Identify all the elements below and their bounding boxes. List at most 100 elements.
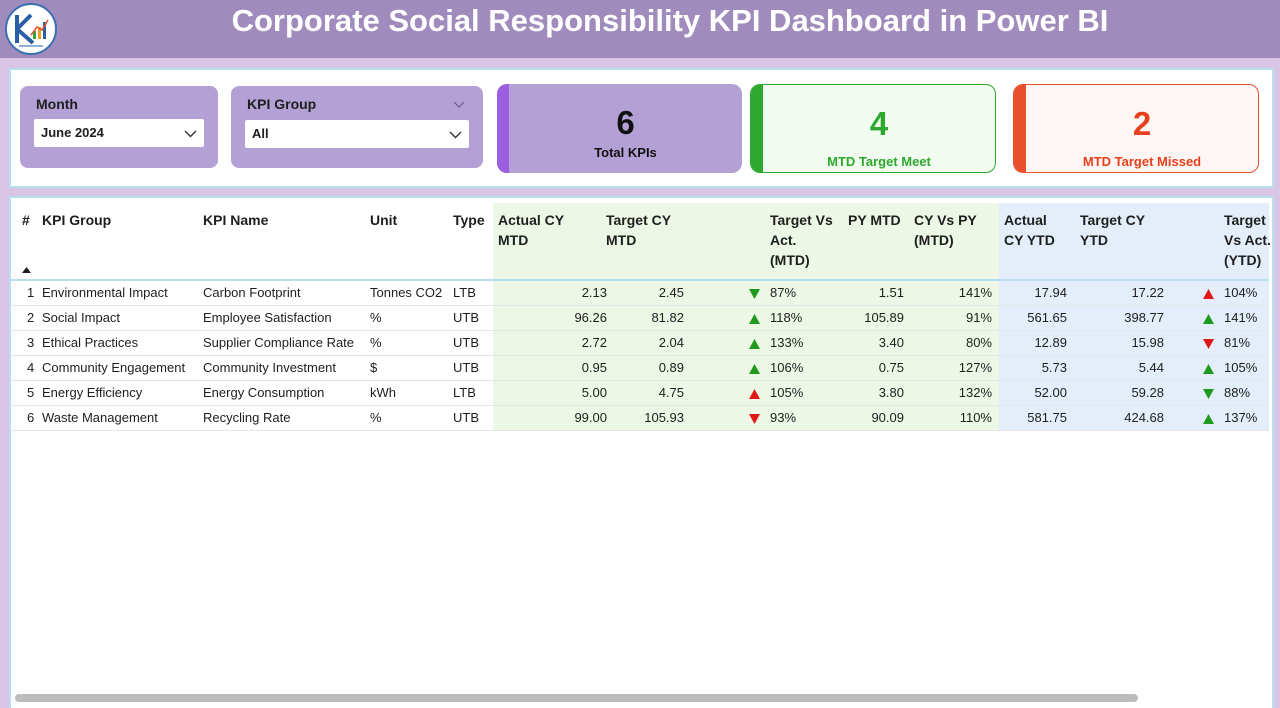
cell-kpi-group: Environmental Impact <box>42 285 168 300</box>
cell-num: 5 <box>27 385 35 400</box>
triangle-up-icon <box>1203 314 1214 324</box>
cell-type: UTB <box>453 360 479 375</box>
cell-actual-cy-mtd: 2.13 <box>581 285 607 300</box>
cell-num: 3 <box>27 335 35 350</box>
table-row[interactable]: 5 Energy Efficiency Energy Consumption kWh L… <box>11 381 1269 406</box>
month-dropdown[interactable]: June 2024 <box>34 119 204 147</box>
cell-unit: % <box>370 410 382 425</box>
cell-py-mtd: 3.80 <box>878 385 904 400</box>
month-dropdown-value: June 2024 <box>41 125 104 140</box>
cell-target-cy-mtd: 81.82 <box>651 310 684 325</box>
col-header-py-mtd[interactable]: PY MTD <box>848 212 901 228</box>
col-header-cy-vs-py-mtd[interactable]: CY Vs PY (MTD) <box>914 210 977 250</box>
col-header-target-cy-ytd[interactable]: Target CY YTD <box>1080 210 1145 250</box>
cell-num: 6 <box>27 410 35 425</box>
total-kpis-card: 6 Total KPIs <box>497 84 742 173</box>
table-row[interactable]: 2 Social Impact Employee Satisfaction% UTB 9… <box>11 306 1269 331</box>
cell-cy-vs-py-mtd: 91% <box>965 310 992 325</box>
col-header-actual-cy-ytd[interactable]: Actual CY YTD <box>1004 210 1055 250</box>
cell-cy-vs-py-mtd: 127% <box>958 360 992 375</box>
kpi-group-dropdown[interactable]: All <box>245 120 469 148</box>
mtd-target-meet-value: 4 <box>869 105 889 142</box>
col-header-target-vs-act-mtd[interactable]: Target Vs Act. (MTD) <box>770 210 833 270</box>
sort-ascending-icon[interactable] <box>22 267 31 273</box>
title-bar: Corporate Social Responsibility KPI Dash… <box>0 0 1280 58</box>
table-row[interactable]: 4 Community Engagement Community Investmen… <box>11 356 1269 381</box>
cell-kpi-name: Community Investment <box>203 360 336 375</box>
triangle-up-icon <box>749 339 760 349</box>
cell-target-cy-ytd: 15.98 <box>1131 335 1164 350</box>
cell-target-cy-mtd: 0.89 <box>658 360 684 375</box>
triangle-up-icon <box>1203 364 1214 374</box>
table-row[interactable]: 6 Waste Management Recycling Rate% UTB 99.00… <box>11 406 1269 431</box>
col-header-type[interactable]: Type <box>453 212 485 228</box>
header-line: Vs Act. <box>1224 232 1271 248</box>
total-kpis-value: 6 <box>616 104 635 141</box>
cell-unit: % <box>370 310 382 325</box>
cell-cy-vs-py-mtd: 110% <box>959 410 992 425</box>
row-divider <box>11 405 1269 406</box>
col-header-kpi-group[interactable]: KPI Group <box>42 212 112 228</box>
mtd-target-meet-card: 4 MTD Target Meet <box>750 84 996 173</box>
cell-target-cy-mtd: 105.93 <box>644 410 684 425</box>
ytd-column-band <box>999 203 1269 431</box>
cell-target-cy-ytd: 59.28 <box>1131 385 1164 400</box>
cell-num: 2 <box>27 310 35 325</box>
cell-actual-cy-ytd: 12.89 <box>1034 335 1067 350</box>
kpi-table-panel: # KPI Group KPI Name Unit Type Actual CY… <box>9 196 1274 708</box>
cell-cy-vs-py-mtd: 80% <box>965 335 992 350</box>
horizontal-scrollbar[interactable] <box>15 694 1138 702</box>
cell-kpi-group: Waste Management <box>42 410 158 425</box>
cell-kpi-group: Ethical Practices <box>42 335 139 350</box>
cell-kpi-name: Recycling Rate <box>203 410 291 425</box>
month-slicer-label: Month <box>36 96 78 112</box>
card-accent <box>497 84 509 173</box>
cell-num: 1 <box>27 285 35 300</box>
triangle-down-icon <box>1203 339 1214 349</box>
cell-kpi-name: Supplier Compliance Rate <box>203 335 355 350</box>
chevron-down-icon[interactable] <box>453 98 465 110</box>
col-header-target-vs-act-ytd[interactable]: Target Vs Act. (YTD) <box>1224 210 1271 270</box>
header-line: Actual <box>1004 212 1047 228</box>
total-kpis-label: Total KPIs <box>594 145 657 160</box>
row-divider <box>11 305 1269 306</box>
header-line: MTD <box>498 232 529 248</box>
triangle-up-icon <box>749 389 760 399</box>
cell-target-cy-mtd: 2.04 <box>658 335 684 350</box>
cell-target-cy-mtd: 4.75 <box>658 385 684 400</box>
cell-py-mtd: 105.89 <box>864 310 904 325</box>
header-line: MTD <box>606 232 637 248</box>
col-header-actual-cy-mtd[interactable]: Actual CY MTD <box>498 210 564 250</box>
cell-type: UTB <box>453 410 479 425</box>
card-accent <box>1014 85 1026 172</box>
row-divider <box>11 330 1269 331</box>
col-header-target-cy-mtd[interactable]: Target CY MTD <box>606 210 671 250</box>
cell-target-vs-act-ytd: 141% <box>1224 310 1258 325</box>
header-line: CY Vs PY <box>914 212 977 228</box>
table-row[interactable]: 3 Ethical Practices Supplier Compliance Ra… <box>11 331 1269 356</box>
mtd-target-meet-label: MTD Target Meet <box>827 154 931 169</box>
cell-kpi-group: Community Engagement <box>42 360 186 375</box>
cell-target-vs-act-mtd: 106% <box>770 360 804 375</box>
col-header-kpi-name[interactable]: KPI Name <box>203 212 269 228</box>
cell-cy-vs-py-mtd: 141% <box>958 285 992 300</box>
mtd-column-band <box>493 203 999 431</box>
cell-target-vs-act-ytd: 105% <box>1224 360 1258 375</box>
cell-target-vs-act-mtd: 118% <box>770 310 803 325</box>
triangle-down-icon <box>749 414 760 424</box>
table-row[interactable]: 1 Environmental Impact Carbon Footprint Ton… <box>11 281 1269 306</box>
header-line: (YTD) <box>1224 252 1262 268</box>
page-title: Corporate Social Responsibility KPI Dash… <box>231 3 1109 38</box>
cell-actual-cy-mtd: 99.00 <box>574 410 607 425</box>
col-header-num[interactable]: # <box>22 212 30 228</box>
mtd-target-missed-label: MTD Target Missed <box>1082 154 1202 169</box>
card-accent <box>751 85 763 172</box>
kpi-group-slicer: KPI Group All <box>231 86 483 168</box>
col-header-unit[interactable]: Unit <box>370 212 398 228</box>
triangle-up-icon <box>1203 289 1214 299</box>
kpi-group-dropdown-value: All <box>252 126 269 141</box>
cell-kpi-name: Employee Satisfaction <box>203 310 332 325</box>
header-line: Target CY <box>1080 212 1146 228</box>
cell-unit: $ <box>370 360 378 375</box>
header-divider <box>11 279 1269 281</box>
